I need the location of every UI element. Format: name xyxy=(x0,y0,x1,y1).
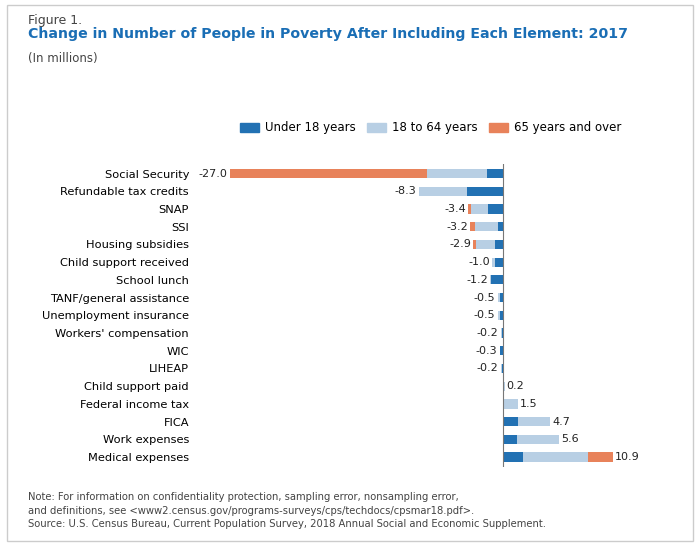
Bar xyxy=(500,346,503,355)
Bar xyxy=(500,311,503,320)
Bar xyxy=(427,169,487,178)
Bar xyxy=(500,293,503,302)
Bar xyxy=(419,187,467,196)
Text: 4.7: 4.7 xyxy=(552,417,570,426)
Text: -3.4: -3.4 xyxy=(444,204,466,214)
Bar xyxy=(468,204,471,213)
Bar xyxy=(589,453,612,462)
Bar xyxy=(498,311,500,320)
Text: -27.0: -27.0 xyxy=(199,169,228,179)
Bar xyxy=(503,399,518,408)
Bar xyxy=(491,275,503,284)
Bar xyxy=(470,222,475,232)
Bar xyxy=(503,382,505,391)
Bar xyxy=(496,258,503,267)
Bar xyxy=(502,329,503,337)
Text: -2.9: -2.9 xyxy=(449,240,471,250)
Legend: Under 18 years, 18 to 64 years, 65 years and over: Under 18 years, 18 to 64 years, 65 years… xyxy=(235,117,626,139)
Text: 1.5: 1.5 xyxy=(519,399,538,409)
Text: and definitions, see <www2.census.gov/programs-surveys/cps/techdocs/cpsmar18.pdf: and definitions, see <www2.census.gov/pr… xyxy=(28,506,475,515)
Text: -1.0: -1.0 xyxy=(469,257,491,267)
Text: -0.5: -0.5 xyxy=(474,293,496,302)
Bar xyxy=(230,169,427,178)
Bar xyxy=(487,169,503,178)
Text: -8.3: -8.3 xyxy=(395,186,416,196)
Bar xyxy=(503,417,518,426)
Bar xyxy=(503,435,517,444)
Bar xyxy=(500,329,502,337)
Bar xyxy=(475,222,498,232)
Bar xyxy=(518,417,550,426)
Text: 5.6: 5.6 xyxy=(561,435,579,444)
Text: -0.3: -0.3 xyxy=(476,346,498,356)
Bar xyxy=(502,364,503,373)
Text: -3.2: -3.2 xyxy=(447,222,468,232)
Text: (In millions): (In millions) xyxy=(28,52,97,65)
Bar xyxy=(473,240,476,249)
Bar xyxy=(496,240,503,249)
Bar xyxy=(489,204,503,213)
Bar xyxy=(493,258,496,267)
Bar xyxy=(500,364,502,373)
Bar xyxy=(523,453,589,462)
Bar xyxy=(467,187,503,196)
Text: Source: U.S. Census Bureau, Current Population Survey, 2018 Annual Social and Ec: Source: U.S. Census Bureau, Current Popu… xyxy=(28,519,546,529)
Text: -0.2: -0.2 xyxy=(477,328,498,338)
Text: Figure 1.: Figure 1. xyxy=(28,14,82,27)
Text: -0.2: -0.2 xyxy=(477,364,498,373)
Text: 10.9: 10.9 xyxy=(615,452,640,462)
Text: Change in Number of People in Poverty After Including Each Element: 2017: Change in Number of People in Poverty Af… xyxy=(28,27,628,41)
Text: -1.2: -1.2 xyxy=(467,275,489,285)
Bar xyxy=(476,240,496,249)
Text: Note: For information on confidentiality protection, sampling error, nonsampling: Note: For information on confidentiality… xyxy=(28,492,458,502)
Bar xyxy=(471,204,489,213)
Text: 0.2: 0.2 xyxy=(507,381,524,391)
Text: -0.5: -0.5 xyxy=(474,310,496,321)
Bar xyxy=(498,222,503,232)
Bar xyxy=(517,435,559,444)
Bar xyxy=(498,293,500,302)
Bar xyxy=(503,453,523,462)
